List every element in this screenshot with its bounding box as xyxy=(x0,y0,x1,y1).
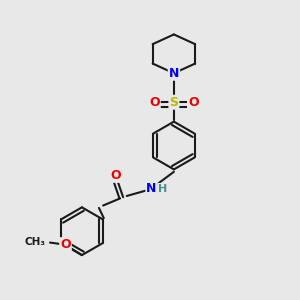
Text: O: O xyxy=(188,96,199,109)
Text: CH₃: CH₃ xyxy=(25,237,46,247)
Text: O: O xyxy=(149,96,160,109)
Text: N: N xyxy=(169,67,179,80)
Text: O: O xyxy=(110,169,121,182)
Text: H: H xyxy=(158,184,167,194)
Text: O: O xyxy=(60,238,71,251)
Text: S: S xyxy=(169,96,178,109)
Text: N: N xyxy=(146,182,157,195)
